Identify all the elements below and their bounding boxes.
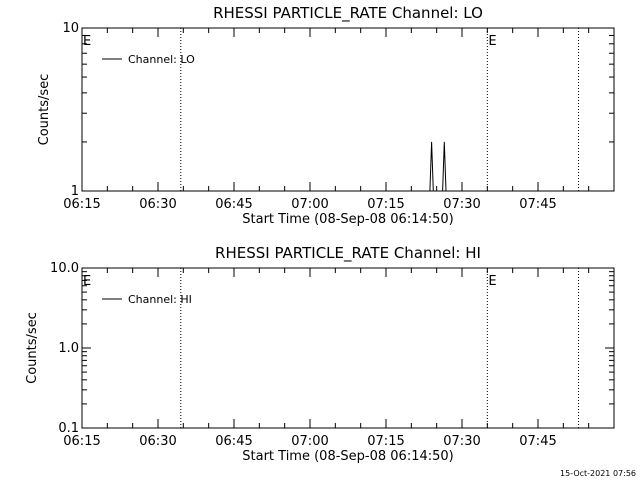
legend-label: Channel: LO: [128, 53, 195, 66]
y-axis-label: Counts/sec: [37, 74, 52, 146]
x-tick-label: 07:30: [443, 434, 480, 449]
y-tick-label: 0.1: [58, 421, 79, 436]
eclipse-marker-label: E: [83, 274, 91, 289]
x-tick-label: 07:30: [443, 197, 480, 212]
chart-panel-2: RHESSI PARTICLE_RATE Channel: HI 0.1 1.0 10…: [25, 244, 615, 464]
y-tick-label: 10.0: [50, 261, 79, 276]
x-tick-label: 06:15: [63, 197, 100, 212]
y-axis-label: Counts/sec: [25, 312, 40, 384]
chart-title: RHESSI PARTICLE_RATE Channel: HI: [215, 244, 481, 263]
chart-panel-1: RHESSI PARTICLE_RATE Channel: LO 1 10 Count…: [37, 4, 615, 227]
x-tick-label: 06:45: [215, 434, 252, 449]
legend-label: Channel: HI: [128, 293, 192, 306]
x-tick-label: 07:15: [367, 434, 404, 449]
x-tick-label: 06:30: [139, 434, 176, 449]
x-tick-label: 07:00: [291, 434, 328, 449]
y-tick-label: 10: [62, 21, 79, 36]
x-tick-label: 06:45: [215, 197, 252, 212]
series-line: [429, 141, 447, 192]
x-tick-label: 06:30: [139, 197, 176, 212]
x-axis-label: Start Time (08-Sep-08 06:14:50): [242, 449, 453, 464]
chart-title: RHESSI PARTICLE_RATE Channel: LO: [213, 4, 483, 23]
plot-frame: [81, 267, 615, 429]
x-tick-label: 06:15: [63, 434, 100, 449]
eclipse-marker-label: E: [488, 274, 496, 289]
y-tick-label: 1: [71, 184, 79, 199]
x-tick-label: 07:45: [519, 434, 556, 449]
y-tick-label: 1.0: [58, 341, 79, 356]
footer-timestamp: 15-Oct-2021 07:56: [560, 469, 636, 478]
x-tick-label: 07:15: [367, 197, 404, 212]
x-tick-label: 07:45: [519, 197, 556, 212]
plot-frame: [81, 27, 615, 192]
x-axis-label: Start Time (08-Sep-08 06:14:50): [242, 212, 453, 227]
eclipse-marker-label: E: [488, 34, 496, 49]
x-tick-label: 07:00: [291, 197, 328, 212]
eclipse-marker-label: E: [83, 34, 91, 49]
